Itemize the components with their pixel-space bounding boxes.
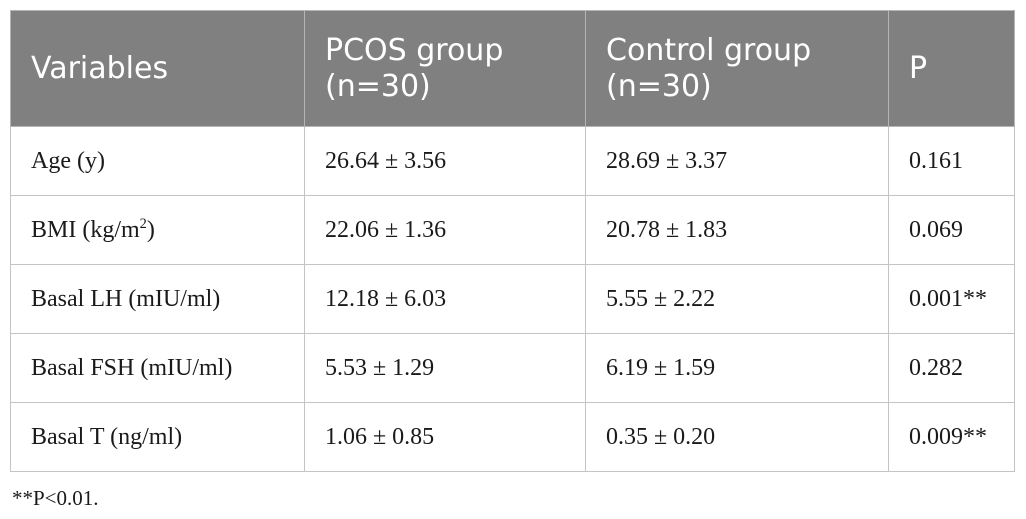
p-value: 0.282: [888, 333, 1015, 403]
table-container: Variables PCOS group (n=30) Control grou…: [10, 10, 1015, 472]
variable-cell: Basal T (ng/ml): [10, 402, 305, 472]
control-value: 28.69 ± 3.37: [585, 126, 889, 196]
pcos-value: 1.06 ± 0.85: [304, 402, 586, 472]
variable-name: Age (y): [31, 147, 105, 174]
variable-cell: BMI (kg/m2): [10, 195, 305, 265]
p-value: 0.001**: [888, 264, 1015, 334]
variable-name: Basal T (ng/ml): [31, 423, 183, 450]
header-p-value: P: [888, 10, 1015, 127]
variable-name: Basal LH (mIU/ml): [31, 285, 221, 312]
pcos-value: 5.53 ± 1.29: [304, 333, 586, 403]
p-value: 0.069: [888, 195, 1015, 265]
pcos-value: 26.64 ± 3.56: [304, 126, 586, 196]
variable-cell: Basal LH (mIU/ml): [10, 264, 305, 334]
table-row: BMI (kg/m2) 22.06 ± 1.36 20.78 ± 1.83 0.…: [10, 195, 1015, 265]
header-variables: Variables: [10, 10, 305, 127]
control-value: 20.78 ± 1.83: [585, 195, 889, 265]
p-value: 0.161: [888, 126, 1015, 196]
control-value: 0.35 ± 0.20: [585, 402, 889, 472]
table-body: Age (y) 26.64 ± 3.56 28.69 ± 3.37 0.161 …: [10, 126, 1015, 472]
table-row: Basal LH (mIU/ml) 12.18 ± 6.03 5.55 ± 2.…: [10, 264, 1015, 334]
comparison-table: Variables PCOS group (n=30) Control grou…: [10, 10, 1015, 472]
pcos-value: 12.18 ± 6.03: [304, 264, 586, 334]
p-value: 0.009**: [888, 402, 1015, 472]
variable-name: BMI (kg/m: [31, 216, 140, 243]
header-row: Variables PCOS group (n=30) Control grou…: [10, 10, 1015, 127]
header-pcos-group: PCOS group (n=30): [304, 10, 586, 127]
table-header: Variables PCOS group (n=30) Control grou…: [10, 10, 1015, 127]
variable-cell: Age (y): [10, 126, 305, 196]
table-row: Age (y) 26.64 ± 3.56 28.69 ± 3.37 0.161: [10, 126, 1015, 196]
table-row: Basal T (ng/ml) 1.06 ± 0.85 0.35 ± 0.20 …: [10, 402, 1015, 472]
variable-suffix: ): [146, 216, 155, 243]
header-control-group: Control group (n=30): [585, 10, 889, 127]
table-footnote: **P<0.01.: [12, 486, 99, 510]
variable-cell: Basal FSH (mIU/ml): [10, 333, 305, 403]
pcos-value: 22.06 ± 1.36: [304, 195, 586, 265]
table-row: Basal FSH (mIU/ml) 5.53 ± 1.29 6.19 ± 1.…: [10, 333, 1015, 403]
control-value: 5.55 ± 2.22: [585, 264, 889, 334]
control-value: 6.19 ± 1.59: [585, 333, 889, 403]
variable-name: Basal FSH (mIU/ml): [31, 354, 233, 381]
variable-superscript: 2: [139, 215, 147, 232]
